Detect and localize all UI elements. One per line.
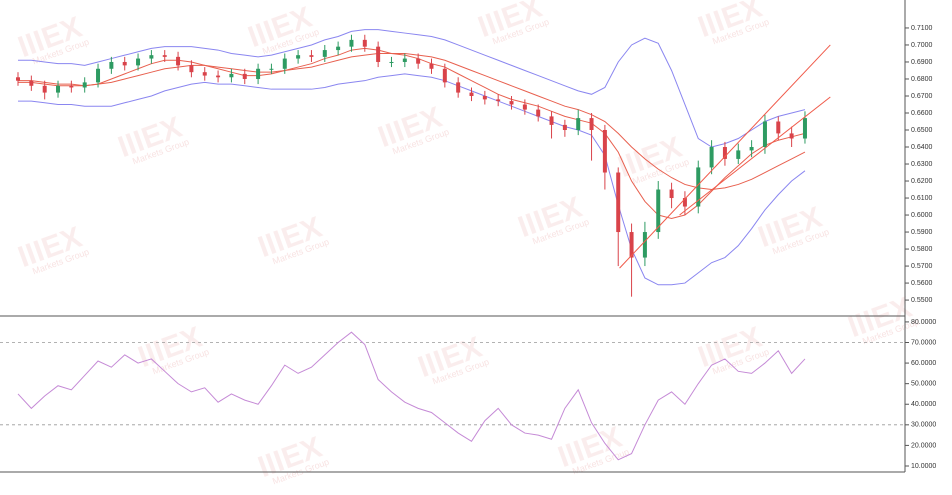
y-tick-label: 10.0000 bbox=[911, 463, 936, 470]
candle-body bbox=[589, 118, 594, 131]
candle-body bbox=[509, 101, 514, 105]
candle-body bbox=[229, 73, 234, 78]
y-tick-label: 20.0000 bbox=[911, 442, 936, 449]
candle-body bbox=[682, 198, 687, 207]
candle-body bbox=[616, 172, 621, 233]
candle-body bbox=[189, 65, 194, 73]
candle-body bbox=[42, 85, 47, 93]
trend-line bbox=[619, 44, 831, 269]
candle-body bbox=[469, 92, 474, 96]
candle-body bbox=[762, 121, 767, 148]
trend-line bbox=[679, 96, 831, 216]
candle-body bbox=[669, 189, 674, 199]
y-tick-label: 0.5700 bbox=[911, 263, 933, 270]
candle-body bbox=[362, 39, 367, 47]
candle-body bbox=[442, 68, 447, 83]
candle-body bbox=[496, 99, 501, 102]
candle-body bbox=[576, 118, 581, 131]
y-tick-label: 50.0000 bbox=[911, 381, 936, 388]
candle-body bbox=[482, 95, 487, 100]
y-tick-label: 0.5800 bbox=[911, 246, 933, 253]
overlay-line bbox=[18, 47, 806, 219]
candle-body bbox=[69, 85, 74, 88]
candle-body bbox=[736, 150, 741, 159]
candle-body bbox=[656, 189, 661, 233]
y-tick-label: 0.6100 bbox=[911, 195, 933, 202]
candle-body bbox=[522, 104, 527, 110]
overlay-line bbox=[18, 52, 806, 191]
y-tick-label: 60.0000 bbox=[911, 360, 936, 367]
candle-body bbox=[629, 232, 634, 258]
y-tick-label: 0.7000 bbox=[911, 42, 933, 49]
y-tick-label: 0.6800 bbox=[911, 76, 933, 83]
y-tick-label: 0.6400 bbox=[911, 144, 933, 151]
candle-body bbox=[416, 58, 421, 64]
candle-body bbox=[82, 82, 87, 88]
y-tick-label: 40.0000 bbox=[911, 401, 936, 408]
y-tick-label: 0.6200 bbox=[911, 178, 933, 185]
candle-body bbox=[602, 130, 607, 173]
candle-body bbox=[16, 77, 21, 81]
candle-body bbox=[109, 61, 114, 69]
candle-body bbox=[562, 124, 567, 131]
candle-body bbox=[536, 109, 541, 117]
candle-body bbox=[322, 50, 327, 57]
candle-body bbox=[269, 68, 274, 70]
candle-body bbox=[29, 80, 34, 86]
candle-body bbox=[376, 46, 381, 62]
candle-body bbox=[642, 232, 647, 258]
candle-body bbox=[429, 63, 434, 69]
y-tick-label: 0.7100 bbox=[911, 25, 933, 32]
candle-body bbox=[722, 147, 727, 159]
candle-body bbox=[242, 73, 247, 79]
candle-body bbox=[216, 75, 221, 78]
candle-body bbox=[176, 56, 181, 66]
y-tick-label: 30.0000 bbox=[911, 422, 936, 429]
candle-body bbox=[349, 39, 354, 47]
candle-body bbox=[776, 121, 781, 134]
y-tick-label: 80.0000 bbox=[911, 319, 936, 326]
y-tick-label: 0.5600 bbox=[911, 280, 933, 287]
y-tick-label: 0.6600 bbox=[911, 110, 933, 117]
candle-body bbox=[709, 147, 714, 168]
candle-body bbox=[202, 72, 207, 76]
candle-body bbox=[802, 118, 807, 139]
candle-body bbox=[309, 55, 314, 57]
candle-body bbox=[789, 133, 794, 139]
candle-body bbox=[296, 55, 301, 59]
candle-body bbox=[336, 46, 341, 51]
y-tick-label: 0.6900 bbox=[911, 59, 933, 66]
y-tick-label: 0.5900 bbox=[911, 229, 933, 236]
y-tick-label: 0.6300 bbox=[911, 161, 933, 168]
candle-body bbox=[96, 68, 101, 83]
overlay-line bbox=[18, 29, 806, 148]
candle-body bbox=[456, 82, 461, 93]
y-tick-label: 0.6700 bbox=[911, 93, 933, 100]
candle-body bbox=[282, 58, 287, 69]
rsi-line bbox=[17, 331, 806, 461]
candle-body bbox=[256, 68, 261, 79]
candle-body bbox=[56, 85, 61, 93]
candle-body bbox=[402, 58, 407, 62]
y-tick-label: 0.6500 bbox=[911, 127, 933, 134]
y-tick-label: 70.0000 bbox=[911, 339, 936, 346]
candle-body bbox=[136, 58, 141, 66]
overlay-line bbox=[18, 73, 806, 286]
candle-body bbox=[389, 61, 394, 63]
candle-body bbox=[122, 61, 127, 66]
candle-body bbox=[162, 55, 167, 57]
y-tick-label: 0.6000 bbox=[911, 212, 933, 219]
candle-body bbox=[696, 167, 701, 207]
y-tick-label: 0.5500 bbox=[911, 297, 933, 304]
candle-body bbox=[549, 116, 554, 125]
candle-body bbox=[749, 147, 754, 151]
candle-body bbox=[149, 55, 154, 59]
